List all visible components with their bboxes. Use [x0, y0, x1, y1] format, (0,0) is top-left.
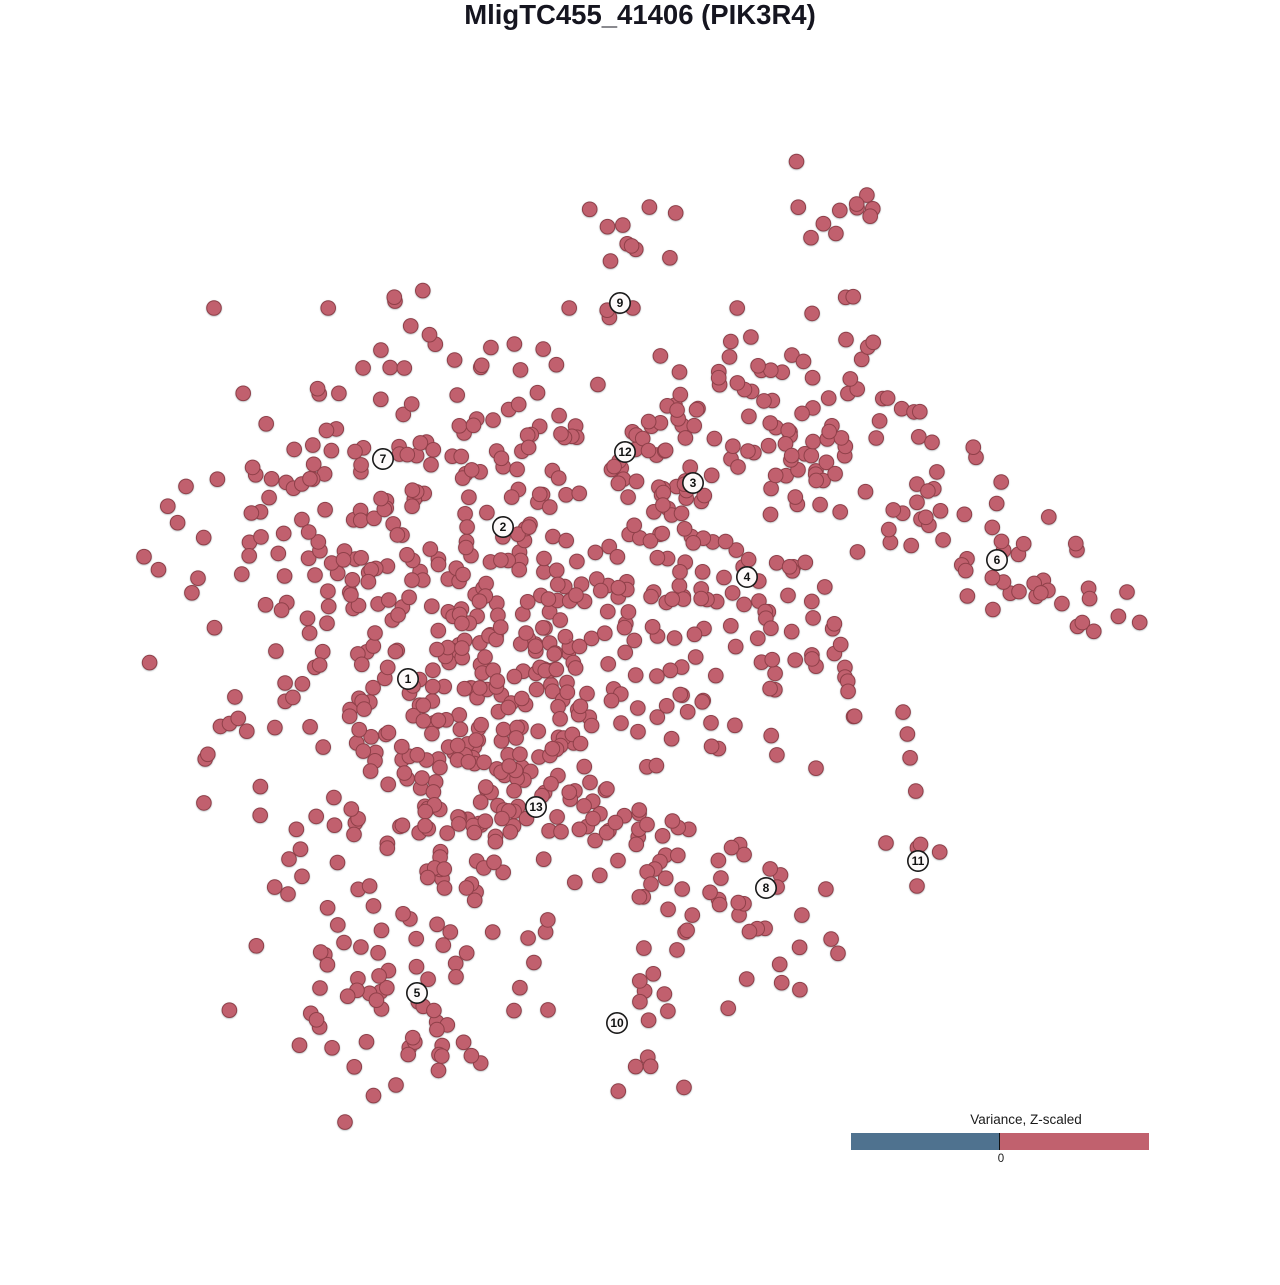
svg-text:6: 6	[994, 553, 1001, 567]
svg-text:10: 10	[610, 1016, 624, 1030]
svg-text:13: 13	[529, 800, 543, 814]
svg-text:11: 11	[912, 854, 925, 868]
svg-text:12: 12	[618, 445, 632, 459]
svg-text:8: 8	[763, 881, 770, 895]
svg-text:1: 1	[405, 672, 412, 686]
svg-text:7: 7	[380, 452, 387, 466]
svg-text:3: 3	[690, 476, 697, 490]
svg-text:2: 2	[500, 520, 507, 534]
svg-text:5: 5	[414, 986, 421, 1000]
svg-text:9: 9	[617, 296, 624, 310]
svg-text:4: 4	[744, 570, 751, 584]
